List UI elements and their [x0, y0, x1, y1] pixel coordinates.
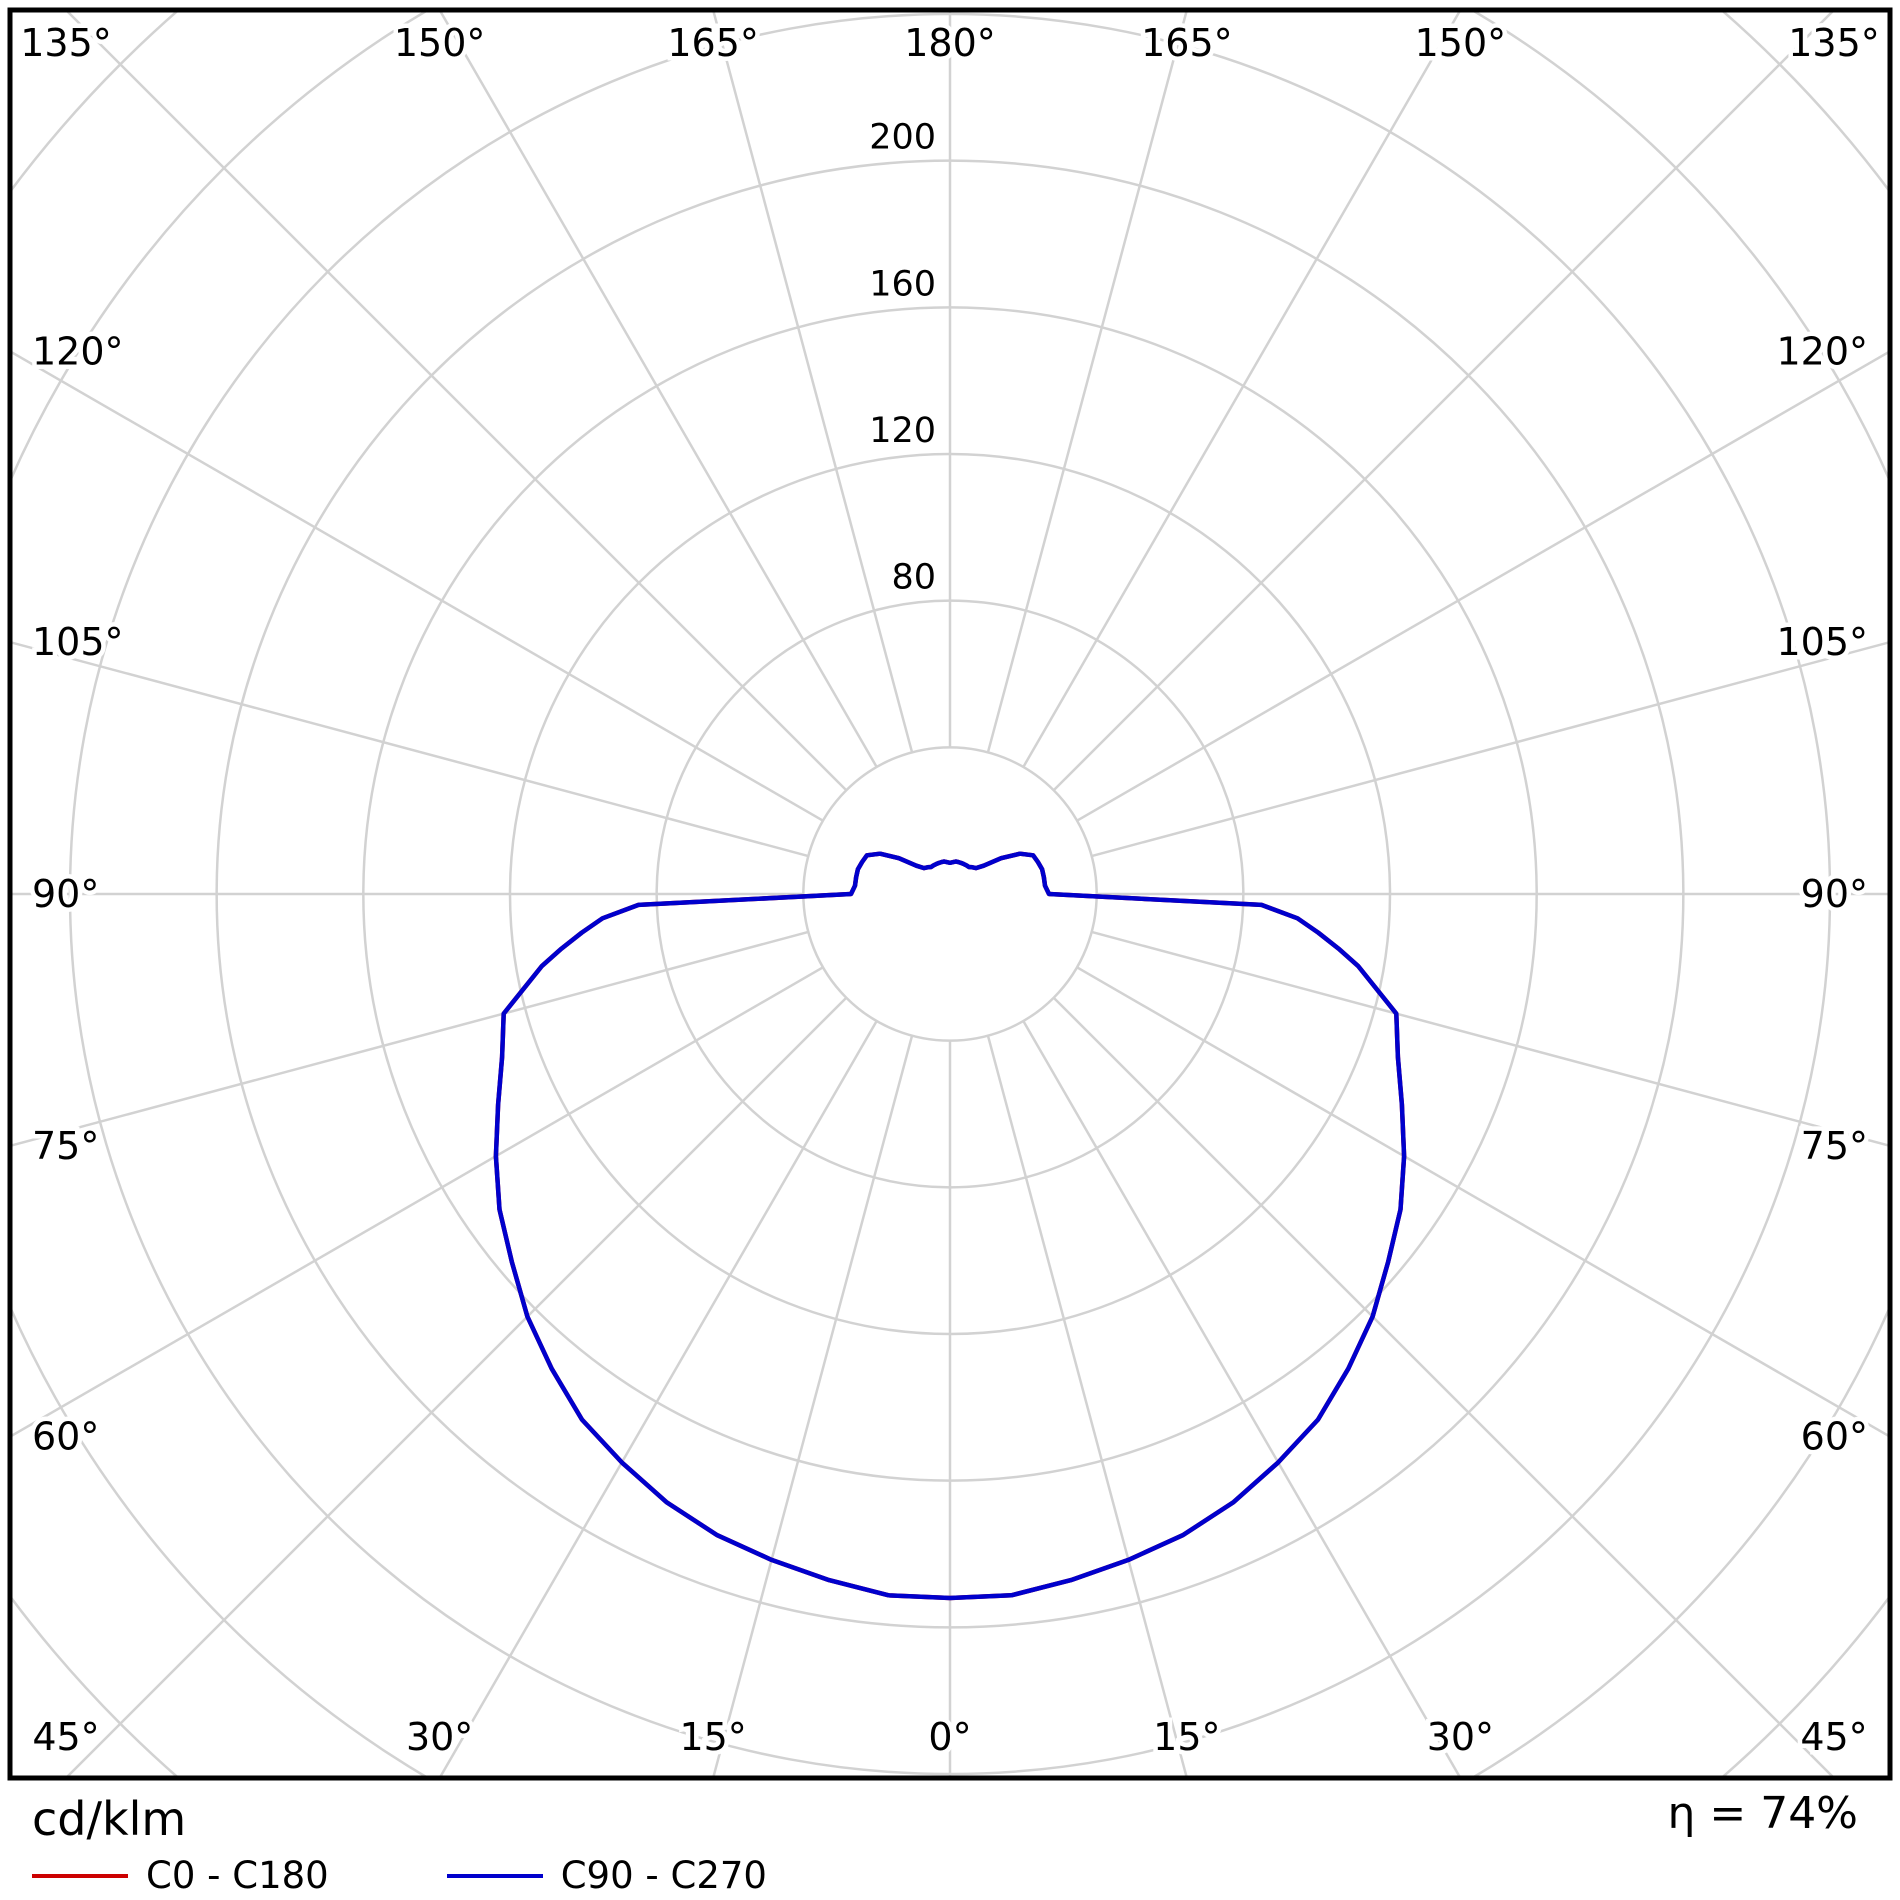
- angle-label: 30°: [1427, 1715, 1494, 1759]
- angle-label: 105°: [1776, 620, 1868, 664]
- polar-ray: [10, 640, 809, 858]
- angle-label: 0°: [928, 1715, 971, 1759]
- angle-label: 15°: [679, 1715, 746, 1759]
- polar-ray: [1022, 1020, 1462, 1778]
- angle-label: 165°: [667, 21, 759, 65]
- legend-label-c0: C0 - C180: [146, 1854, 329, 1897]
- angle-label: 150°: [394, 21, 486, 65]
- angle-label: 135°: [20, 21, 112, 65]
- angle-label: 180°: [904, 21, 996, 65]
- angle-label: 105°: [32, 620, 124, 664]
- curve-C90-C270: [493, 851, 1407, 1601]
- angle-label: 120°: [32, 329, 124, 373]
- polar-ray: [438, 10, 878, 768]
- polar-ray: [711, 10, 914, 753]
- angle-label: 90°: [1801, 872, 1868, 916]
- radial-label: 160: [869, 264, 936, 304]
- polar-ray: [10, 349, 824, 822]
- radial-label: 120: [869, 411, 936, 451]
- angle-label: 120°: [1776, 329, 1868, 373]
- angle-label: 45°: [1800, 1715, 1867, 1759]
- polar-ray: [1076, 966, 1890, 1439]
- polar-ray: [10, 930, 809, 1148]
- legend-label-c90: C90 - C270: [560, 1854, 767, 1897]
- angle-label: 75°: [32, 1124, 99, 1168]
- polar-ray: [1052, 996, 1836, 1778]
- legend-item-c90: C90 - C270: [446, 1854, 767, 1897]
- polar-ray: [1052, 10, 1836, 792]
- angle-label: 30°: [406, 1715, 473, 1759]
- legend-swatch-c90-icon: [446, 1873, 543, 1878]
- angle-label: 75°: [1801, 1124, 1868, 1168]
- polar-ray: [64, 996, 848, 1778]
- angle-label: 15°: [1153, 1715, 1220, 1759]
- polar-ray: [10, 966, 824, 1439]
- polar-ray: [1076, 349, 1890, 822]
- polar-ray: [986, 10, 1189, 753]
- unit-label: cd/klm: [32, 1792, 187, 1846]
- polar-ray: [438, 1020, 878, 1778]
- legend-item-c0: C0 - C180: [32, 1854, 329, 1897]
- plot-border: [7, 7, 1893, 1781]
- angle-label: 90°: [32, 872, 99, 916]
- polar-ray: [986, 1035, 1189, 1778]
- radial-label: 80: [891, 558, 936, 598]
- polar-ray: [64, 10, 848, 792]
- angle-label: 150°: [1415, 21, 1507, 65]
- polar-ray: [1022, 10, 1462, 768]
- polar-ray: [1091, 930, 1890, 1148]
- radial-label: 200: [869, 118, 936, 158]
- angle-label: 60°: [1801, 1415, 1868, 1459]
- angle-label: 60°: [32, 1415, 99, 1459]
- legend: C0 - C180 C90 - C270: [32, 1854, 767, 1897]
- angle-label: 135°: [1788, 21, 1880, 65]
- efficiency-label: η = 74%: [1667, 1788, 1858, 1839]
- angle-label: 165°: [1141, 21, 1233, 65]
- polar-ray: [1091, 640, 1890, 858]
- angle-label: 45°: [32, 1715, 99, 1759]
- polar-ray: [711, 1035, 914, 1778]
- legend-swatch-c0-icon: [32, 1873, 128, 1878]
